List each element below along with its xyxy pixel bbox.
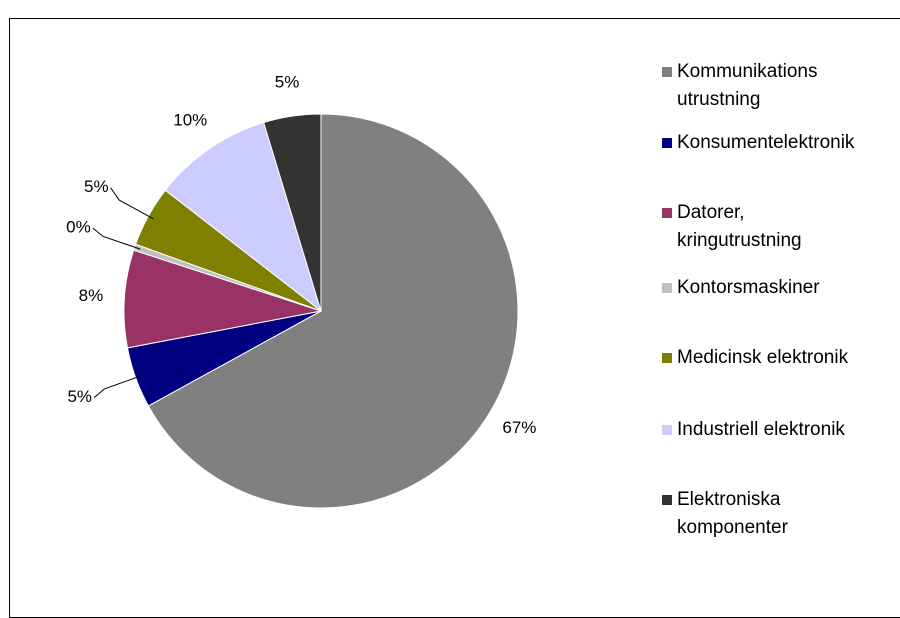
legend-swatch [662, 425, 672, 435]
legend-label: Kommunikations utrustning [677, 61, 818, 110]
legend-label: Kontorsmaskiner [677, 277, 820, 298]
legend-swatch [662, 353, 672, 363]
legend-label: Konsumentelektronik [677, 132, 855, 153]
pie-slice [263, 113, 322, 312]
legend-label: Datorer, kringutrustning [677, 202, 802, 251]
legend-label: Medicinsk elektronik [677, 347, 849, 368]
data-label: 5% [275, 73, 300, 92]
data-label: 10% [173, 111, 207, 130]
legend-swatch [662, 495, 672, 505]
chart: 67% 5% 8% 0% 5% 10% 5% [66, 73, 536, 509]
legend-label: Industriell elektronik [677, 419, 845, 440]
leader-line [93, 375, 142, 399]
page: 67% 5% 8% 0% 5% 10% 5% Kommunikations utrustni… [9, 18, 900, 618]
data-label: 5% [84, 177, 109, 196]
leader-line [110, 187, 154, 220]
data-label: 8% [79, 286, 104, 305]
pie-slice [147, 113, 519, 509]
legend-label: Elektroniska komponenter [677, 489, 788, 538]
legend-swatch [662, 67, 672, 77]
legend-swatch [662, 283, 672, 293]
data-label: 5% [67, 387, 92, 406]
data-label: 0% [66, 218, 91, 237]
pie-slice [123, 249, 322, 349]
pie-slice [164, 121, 322, 313]
data-label: 67% [502, 418, 536, 437]
legend-swatch [662, 208, 672, 218]
leader-line [92, 227, 141, 250]
legend-swatch [662, 138, 672, 148]
